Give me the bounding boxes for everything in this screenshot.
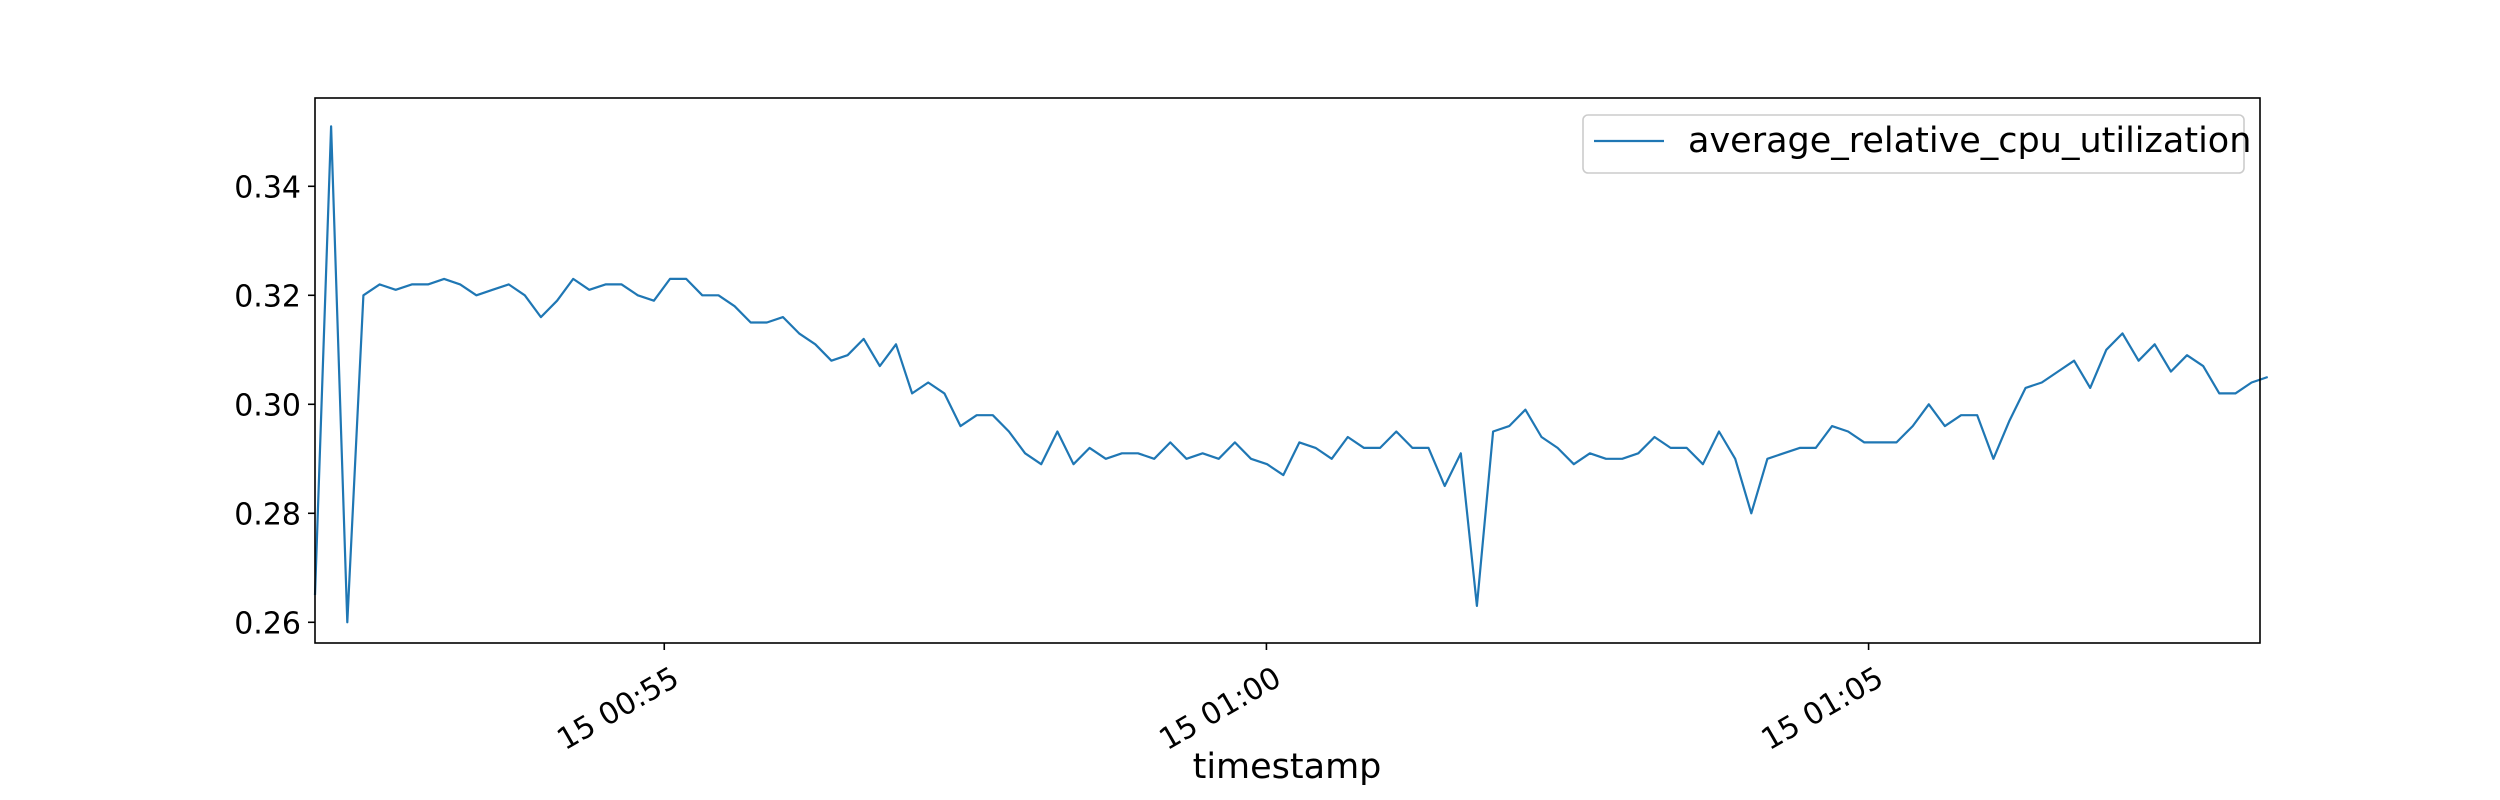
y-tick-label: 0.32: [234, 279, 301, 314]
plot-area: [313, 125, 2269, 624]
y-tick-label: 0.26: [234, 606, 301, 641]
series-line-average-relative-cpu-utilization: [313, 125, 2269, 624]
y-tick-label: 0.28: [234, 497, 301, 532]
y-tick-label: 0.34: [234, 170, 301, 205]
axes-frame: [314, 97, 2261, 644]
y-tick-label: 0.30: [234, 388, 301, 423]
legend-box: [1582, 114, 2245, 174]
legend: average_relative_cpu_utilization: [1582, 114, 2251, 174]
legend-label-average-relative-cpu-utilization: average_relative_cpu_utilization: [1688, 121, 2251, 161]
y-axis-ticks: 0.26 0.28 0.30 0.32 0.34: [234, 170, 315, 641]
x-axis-title: timestamp: [1193, 747, 1382, 787]
